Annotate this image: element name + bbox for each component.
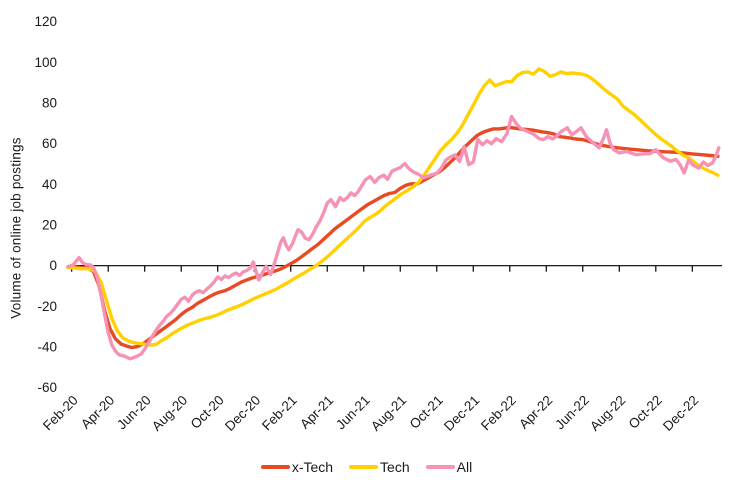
x-tick-label: Aug-20 [149,393,190,434]
legend-label: x-Tech [291,459,334,475]
y-tick-label: 60 [42,136,57,151]
legend-swatch-tech [349,465,379,469]
x-tick-label: Aug-22 [587,393,628,434]
x-tick-label: Dec-20 [222,393,263,434]
y-tick-label: -40 [37,340,57,355]
x-tick-label: Jun-22 [552,393,592,433]
x-tick-label: Apr-21 [297,393,336,432]
legend-item-tech: Tech [349,459,410,475]
x-tick-label: Oct-21 [407,393,446,432]
x-tick-label: Jun-20 [114,393,154,433]
series-line-all [66,114,721,361]
x-tick-label: Aug-21 [368,393,409,434]
x-tick-label: Feb-20 [40,393,81,434]
y-tick-label: -20 [37,299,57,314]
series-line-x-tech [66,125,720,350]
x-tick-label: Feb-22 [478,393,519,434]
legend: x-Tech Tech All [0,459,733,475]
x-tick-label: Oct-22 [626,393,665,432]
y-tick-label: 120 [34,14,57,29]
x-tick-label: Jun-21 [333,393,373,433]
y-tick-label: 80 [42,96,57,111]
legend-item-all: All [425,459,473,475]
y-axis-title: Volume of online job postings [8,137,24,319]
x-tick-label: Feb-21 [259,393,300,434]
x-tick-label: Dec-21 [441,393,482,434]
legend-swatch-x-tech [260,465,290,469]
legend-label: Tech [380,459,410,475]
y-tick-label: 0 [49,258,57,273]
legend-item-x-tech: x-Tech [260,459,334,475]
x-tick-label: Dec-22 [660,393,701,434]
legend-label: All [456,459,473,475]
y-tick-label: 20 [42,218,57,233]
legend-swatch-all [425,465,455,469]
x-tick-label: Apr-20 [78,393,117,432]
x-tick-label: Apr-22 [516,393,555,432]
y-tick-label: 40 [42,177,57,192]
x-tick-label: Oct-20 [188,393,227,432]
y-tick-label: -60 [37,380,57,395]
y-tick-label: 100 [34,55,57,70]
series-line-tech [66,67,720,347]
